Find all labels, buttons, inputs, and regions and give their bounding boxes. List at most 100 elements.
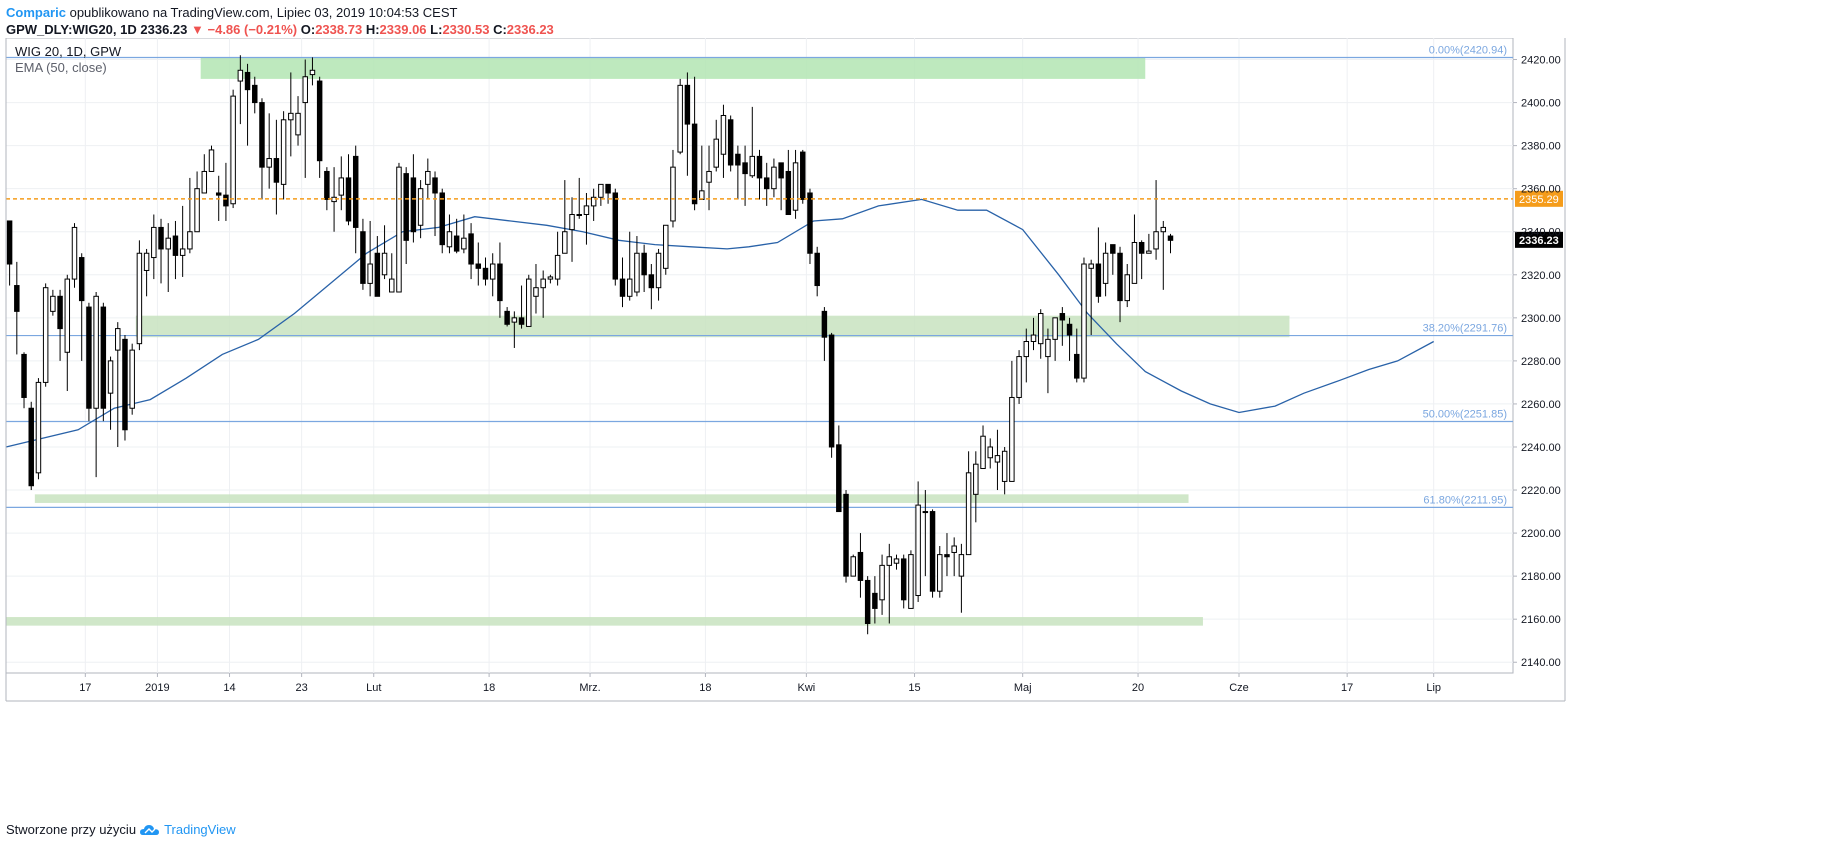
- ema-50-line: [5, 198, 1435, 448]
- candle-body: [987, 446, 993, 459]
- candle-body: [1131, 241, 1138, 284]
- candle-body: [172, 235, 179, 256]
- legend-indicator[interactable]: EMA (50, close): [15, 60, 107, 75]
- candle-body: [1045, 338, 1051, 358]
- candle-body: [57, 295, 63, 330]
- candle-down: [6, 220, 13, 286]
- x-tick-label: 18: [483, 682, 495, 694]
- candle-down: [785, 149, 792, 216]
- candle-down: [1167, 233, 1174, 254]
- candle-body: [158, 226, 164, 250]
- candle-body: [605, 183, 611, 194]
- candle-body: [338, 177, 345, 196]
- candle-down: [86, 302, 92, 422]
- candle-body: [86, 306, 92, 409]
- candle-up: [165, 223, 171, 292]
- candle-body: [14, 285, 20, 312]
- candle-down: [857, 533, 864, 598]
- candle-up: [670, 149, 676, 228]
- lower-support-zone: [34, 494, 1189, 503]
- candle-up: [1001, 446, 1008, 495]
- y-tick-label: 2260.00: [1521, 399, 1561, 411]
- candle-down: [605, 183, 611, 204]
- candle-body: [619, 278, 626, 297]
- fib-label: 61.80%(2211.95): [1423, 494, 1507, 506]
- candle-up: [547, 274, 554, 284]
- high-value: 2339.06: [379, 22, 427, 37]
- y-tick-label: 2300.00: [1521, 313, 1561, 325]
- y-tick-label: 2320.00: [1521, 270, 1561, 282]
- candle-down: [352, 145, 359, 254]
- candle-down: [900, 554, 907, 609]
- candle-up: [598, 183, 604, 206]
- dashed-level-label: 2355.29: [1519, 194, 1559, 206]
- footer-brand-link[interactable]: TradingView: [164, 822, 236, 837]
- candle-body: [252, 84, 258, 104]
- candle-body: [6, 220, 13, 265]
- candle-body: [1037, 313, 1044, 345]
- candle-down: [641, 244, 647, 292]
- footer: Stworzone przy użyciu TradingView: [6, 822, 236, 837]
- author-link[interactable]: Comparic: [6, 5, 66, 20]
- y-tick-label: 2360.00: [1521, 184, 1561, 196]
- candle-body: [626, 278, 633, 297]
- x-tick-label: 23: [296, 682, 308, 694]
- candle-body: [64, 278, 71, 353]
- candle-body: [879, 564, 885, 601]
- price-chart[interactable]: 0.00%(2420.94) 38.20%(2291.76) 50.00%(2251…: [0, 38, 1828, 818]
- candle-body: [857, 551, 864, 581]
- candle-up: [879, 554, 885, 615]
- candle-up: [533, 264, 539, 314]
- y-tick-label: 2400.00: [1521, 98, 1561, 110]
- candle-body: [1030, 334, 1037, 343]
- candle-body: [129, 349, 135, 409]
- candle-down: [727, 115, 734, 172]
- candle-body: [179, 248, 186, 256]
- y-tick-label: 2420.00: [1521, 55, 1561, 67]
- candle-body: [1074, 353, 1080, 379]
- candle-body: [461, 237, 467, 250]
- candle-body: [1102, 252, 1109, 284]
- candle-down: [756, 149, 763, 200]
- candle-body: [915, 504, 921, 597]
- candle-body: [713, 138, 719, 168]
- candle-down: [821, 307, 828, 361]
- candle-body: [122, 338, 128, 431]
- candle-up: [663, 224, 669, 275]
- y-tick-label: 2160.00: [1521, 614, 1561, 626]
- fib-retracement[interactable]: 0.00%(2420.94) 38.20%(2291.76) 50.00%(2251…: [6, 45, 1513, 508]
- candle-body: [280, 119, 287, 185]
- candle-body: [922, 511, 929, 514]
- candle-body: [994, 455, 1001, 463]
- axes: 2140.00 2160.00 2180.00 2200.00 2220.00 2240.…: [5, 38, 1566, 702]
- candle-body: [1138, 241, 1145, 254]
- candle-up: [1102, 242, 1109, 297]
- candle-up: [396, 162, 402, 293]
- candle-down: [684, 72, 691, 176]
- candle-up: [1160, 220, 1167, 290]
- candle-body: [316, 80, 323, 162]
- candle-up: [381, 225, 388, 280]
- candle-body: [497, 263, 503, 302]
- candle-body: [143, 252, 150, 271]
- candle-body: [641, 252, 647, 276]
- candle-up: [1153, 180, 1159, 260]
- candle-body: [468, 233, 474, 265]
- candle-up: [338, 156, 345, 211]
- candle-body: [684, 84, 691, 125]
- candle-up: [655, 248, 662, 301]
- candle-body: [482, 267, 489, 280]
- close-value: 2336.23: [506, 22, 554, 37]
- high-label: H:: [365, 22, 380, 37]
- candle-up: [230, 89, 236, 209]
- candle-down: [648, 264, 655, 310]
- y-tick-label: 2180.00: [1521, 571, 1561, 583]
- candle-up: [237, 55, 244, 125]
- zones: [6, 57, 1290, 626]
- legend-title[interactable]: WIG 20, 1D, GPW: [15, 44, 122, 59]
- candle-body: [1146, 250, 1152, 254]
- candle-up: [417, 180, 424, 239]
- candle-body: [215, 192, 222, 196]
- candle-body: [526, 278, 532, 327]
- candle-up: [511, 311, 518, 348]
